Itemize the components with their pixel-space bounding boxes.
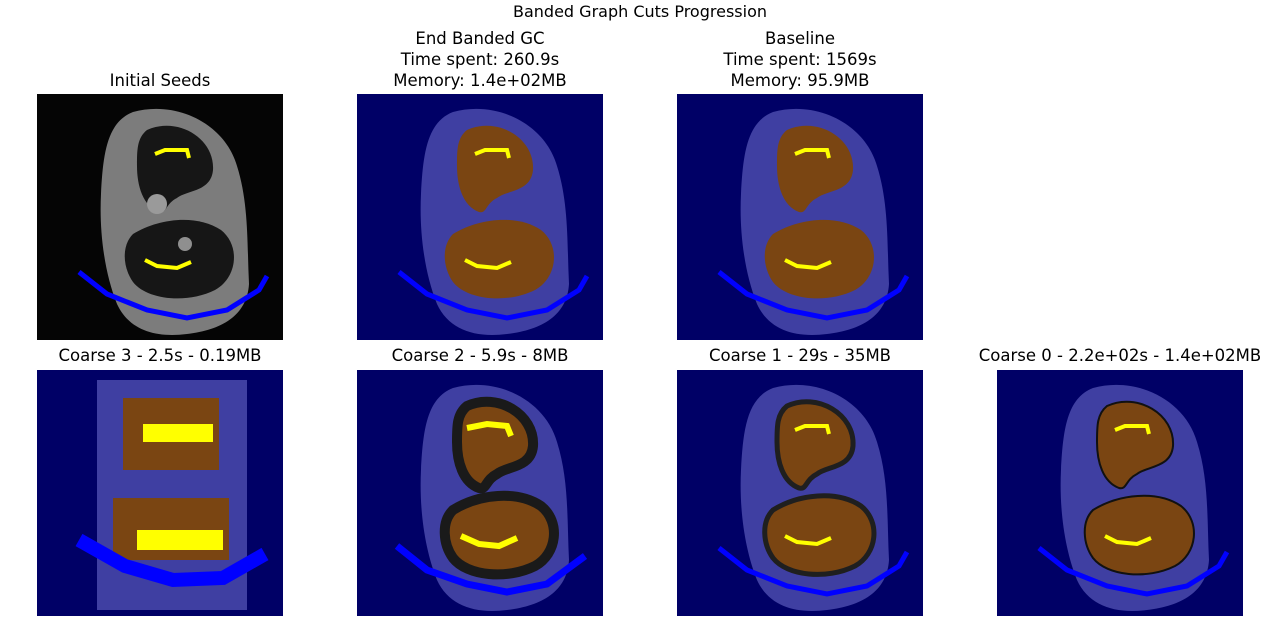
panel-end-banded-gc [357, 94, 603, 340]
panel-coarse-2 [357, 370, 603, 616]
panel-title-initial-seeds: Initial Seeds [109, 71, 211, 90]
panel-title-baseline: Baseline Time spent: 1569s Memory: 95.9M… [723, 29, 877, 90]
coarse-0-image [997, 370, 1243, 616]
end-banded-gc-image [357, 94, 603, 340]
figure-suptitle: Banded Graph Cuts Progression [513, 2, 767, 21]
coarse-1-image [677, 370, 923, 616]
panel-coarse-0 [997, 370, 1243, 616]
panel-title-end-banded-gc: End Banded GC Time spent: 260.9s Memory:… [393, 29, 567, 90]
baseline-image [677, 94, 923, 340]
panel-baseline [677, 94, 923, 340]
panel-title-coarse-3: Coarse 3 - 2.5s - 0.19MB [58, 346, 262, 365]
panel-coarse-3 [37, 370, 283, 616]
panel-title-coarse-0: Coarse 0 - 2.2e+02s - 1.4e+02MB [978, 346, 1262, 365]
panel-title-coarse-1: Coarse 1 - 29s - 35MB [708, 346, 892, 365]
coarse-2-image [357, 370, 603, 616]
panel-coarse-1 [677, 370, 923, 616]
initial-seeds-image [37, 94, 283, 340]
panel-title-coarse-2: Coarse 2 - 5.9s - 8MB [391, 346, 569, 365]
coarse-3-image [37, 370, 283, 616]
panel-initial-seeds [37, 94, 283, 340]
